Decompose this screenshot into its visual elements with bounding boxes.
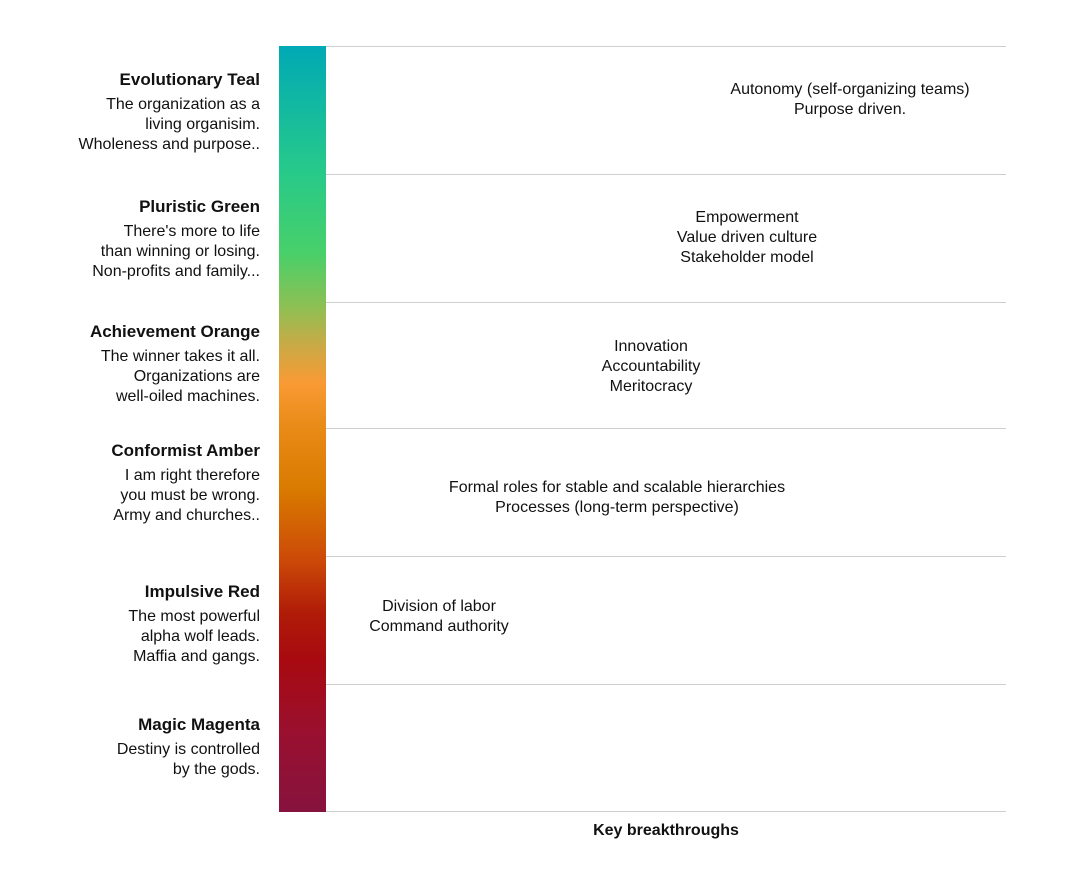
breakthrough-item: Value driven culture (676, 229, 818, 246)
stage-desc-line: There's more to life (123, 223, 260, 240)
stage-label-green: Pluristic Green There's more to life tha… (20, 196, 260, 282)
stage-desc-line: than winning or losing. (100, 243, 260, 260)
breakthrough-item: Meritocracy (609, 378, 693, 395)
stage-desc-line: alpha wolf leads. (140, 628, 260, 645)
stage-desc-line: Army and churches.. (113, 507, 260, 524)
breakthroughs-green: Empowerment Value driven culture Stakeho… (640, 208, 854, 268)
stage-title: Evolutionary Teal (119, 70, 260, 89)
breakthroughs-orange: Innovation Accountability Meritocracy (566, 337, 736, 397)
stage-desc-line: well-oiled machines. (115, 388, 260, 405)
stage-title: Conformist Amber (111, 441, 260, 460)
breakthrough-item: Accountability (601, 358, 701, 375)
breakthrough-item: Processes (long-term perspective) (495, 499, 739, 516)
stage-title: Achievement Orange (89, 322, 260, 341)
breakthrough-item: Stakeholder model (680, 249, 814, 266)
stage-desc-line: you must be wrong. (120, 487, 260, 504)
breakthrough-item: Purpose driven. (793, 101, 907, 118)
footer-label: Key breakthroughs (593, 822, 739, 839)
stage-desc-line: The most powerful (128, 608, 260, 625)
stage-desc-line: by the gods. (172, 761, 260, 778)
breakthroughs-amber: Formal roles for stable and scalable hie… (400, 478, 834, 518)
row-divider (326, 428, 1006, 429)
breakthrough-item: Innovation (614, 338, 688, 355)
stage-desc-line: Destiny is controlled (116, 741, 260, 758)
stage-title: Magic Magenta (138, 715, 260, 734)
breakthrough-item: Empowerment (695, 209, 799, 226)
stage-title: Pluristic Green (139, 197, 260, 216)
stage-desc-line: The organization as a (106, 96, 260, 113)
stage-desc-line: living organisim. (145, 116, 260, 133)
stage-desc-line: Maffia and gangs. (133, 648, 260, 665)
stage-title: Impulsive Red (144, 582, 260, 601)
stage-desc-line: I am right therefore (124, 467, 260, 484)
stage-desc-line: Organizations are (133, 368, 260, 385)
stage-label-magenta: Magic Magenta Destiny is controlled by t… (20, 714, 260, 780)
breakthrough-item: Formal roles for stable and scalable hie… (448, 479, 786, 496)
row-divider (326, 811, 1006, 812)
row-divider (326, 684, 1006, 685)
row-divider (326, 556, 1006, 557)
row-divider (326, 46, 1006, 47)
stage-desc-line: Wholeness and purpose.. (78, 136, 260, 153)
stage-label-orange: Achievement Orange The winner takes it a… (20, 321, 260, 407)
stage-label-teal: Evolutionary Teal The organization as a … (20, 69, 260, 155)
breakthrough-item: Autonomy (self-organizing teams) (730, 81, 970, 98)
breakthroughs-red: Division of labor Command authority (344, 597, 534, 637)
stage-desc-line: Non-profits and family... (92, 263, 260, 280)
stage-desc-line: The winner takes it all. (100, 348, 260, 365)
breakthrough-item: Division of labor (382, 598, 496, 615)
stage-label-red: Impulsive Red The most powerful alpha wo… (20, 581, 260, 667)
color-gradient-bar (279, 46, 326, 812)
row-divider (326, 174, 1006, 175)
breakthroughs-teal: Autonomy (self-organizing teams) Purpose… (700, 80, 1000, 120)
breakthrough-item: Command authority (369, 618, 509, 635)
stage-label-amber: Conformist Amber I am right therefore yo… (20, 440, 260, 526)
row-divider (326, 302, 1006, 303)
